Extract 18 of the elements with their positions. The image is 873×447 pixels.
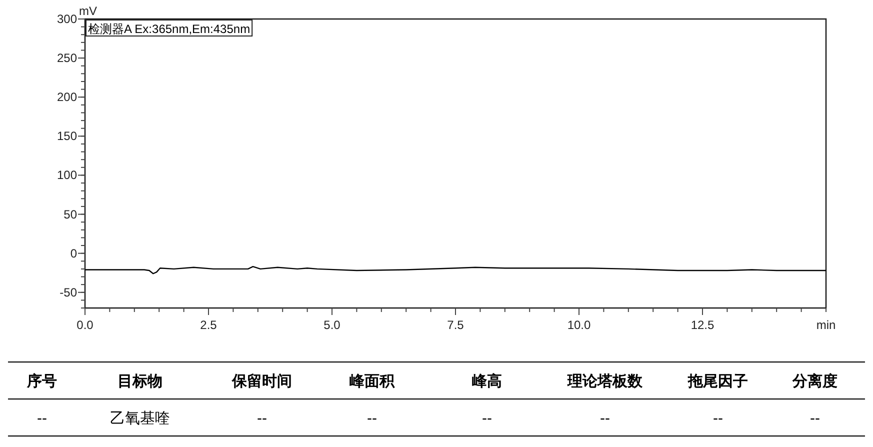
x-axis-title: min [816,318,836,332]
table: 序号 目标物 保留时间 峰面积 峰高 理论塔板数 拖尾因子 分离度 -- 乙氧基喹 -- -- -- -- -- -- [8,361,865,437]
y-tick-label: 300 [56,12,78,26]
y-tick-label: 0 [70,246,78,260]
y-tick-label: 50 [64,207,78,222]
y-tick-label: -50 [60,285,78,300]
x-tick-label: 7.5 [447,318,464,332]
legend: 检测器A Ex:365nm,Em:435nm [86,20,253,36]
y-tick-label: 200 [56,90,78,104]
y-tick-label: 150 [56,129,78,144]
x-tick-label: 12.5 [690,318,714,332]
x-tick-label: 2.5 [200,318,218,332]
x-tick-label: 5.0 [324,318,341,332]
y-axis-title: mV [79,4,97,18]
y-tick-label: 100 [56,168,78,182]
x-tick-label: 10.0 [567,318,591,332]
x-tick-label: 0.0 [76,318,94,332]
y-tick-label: 250 [56,51,78,66]
